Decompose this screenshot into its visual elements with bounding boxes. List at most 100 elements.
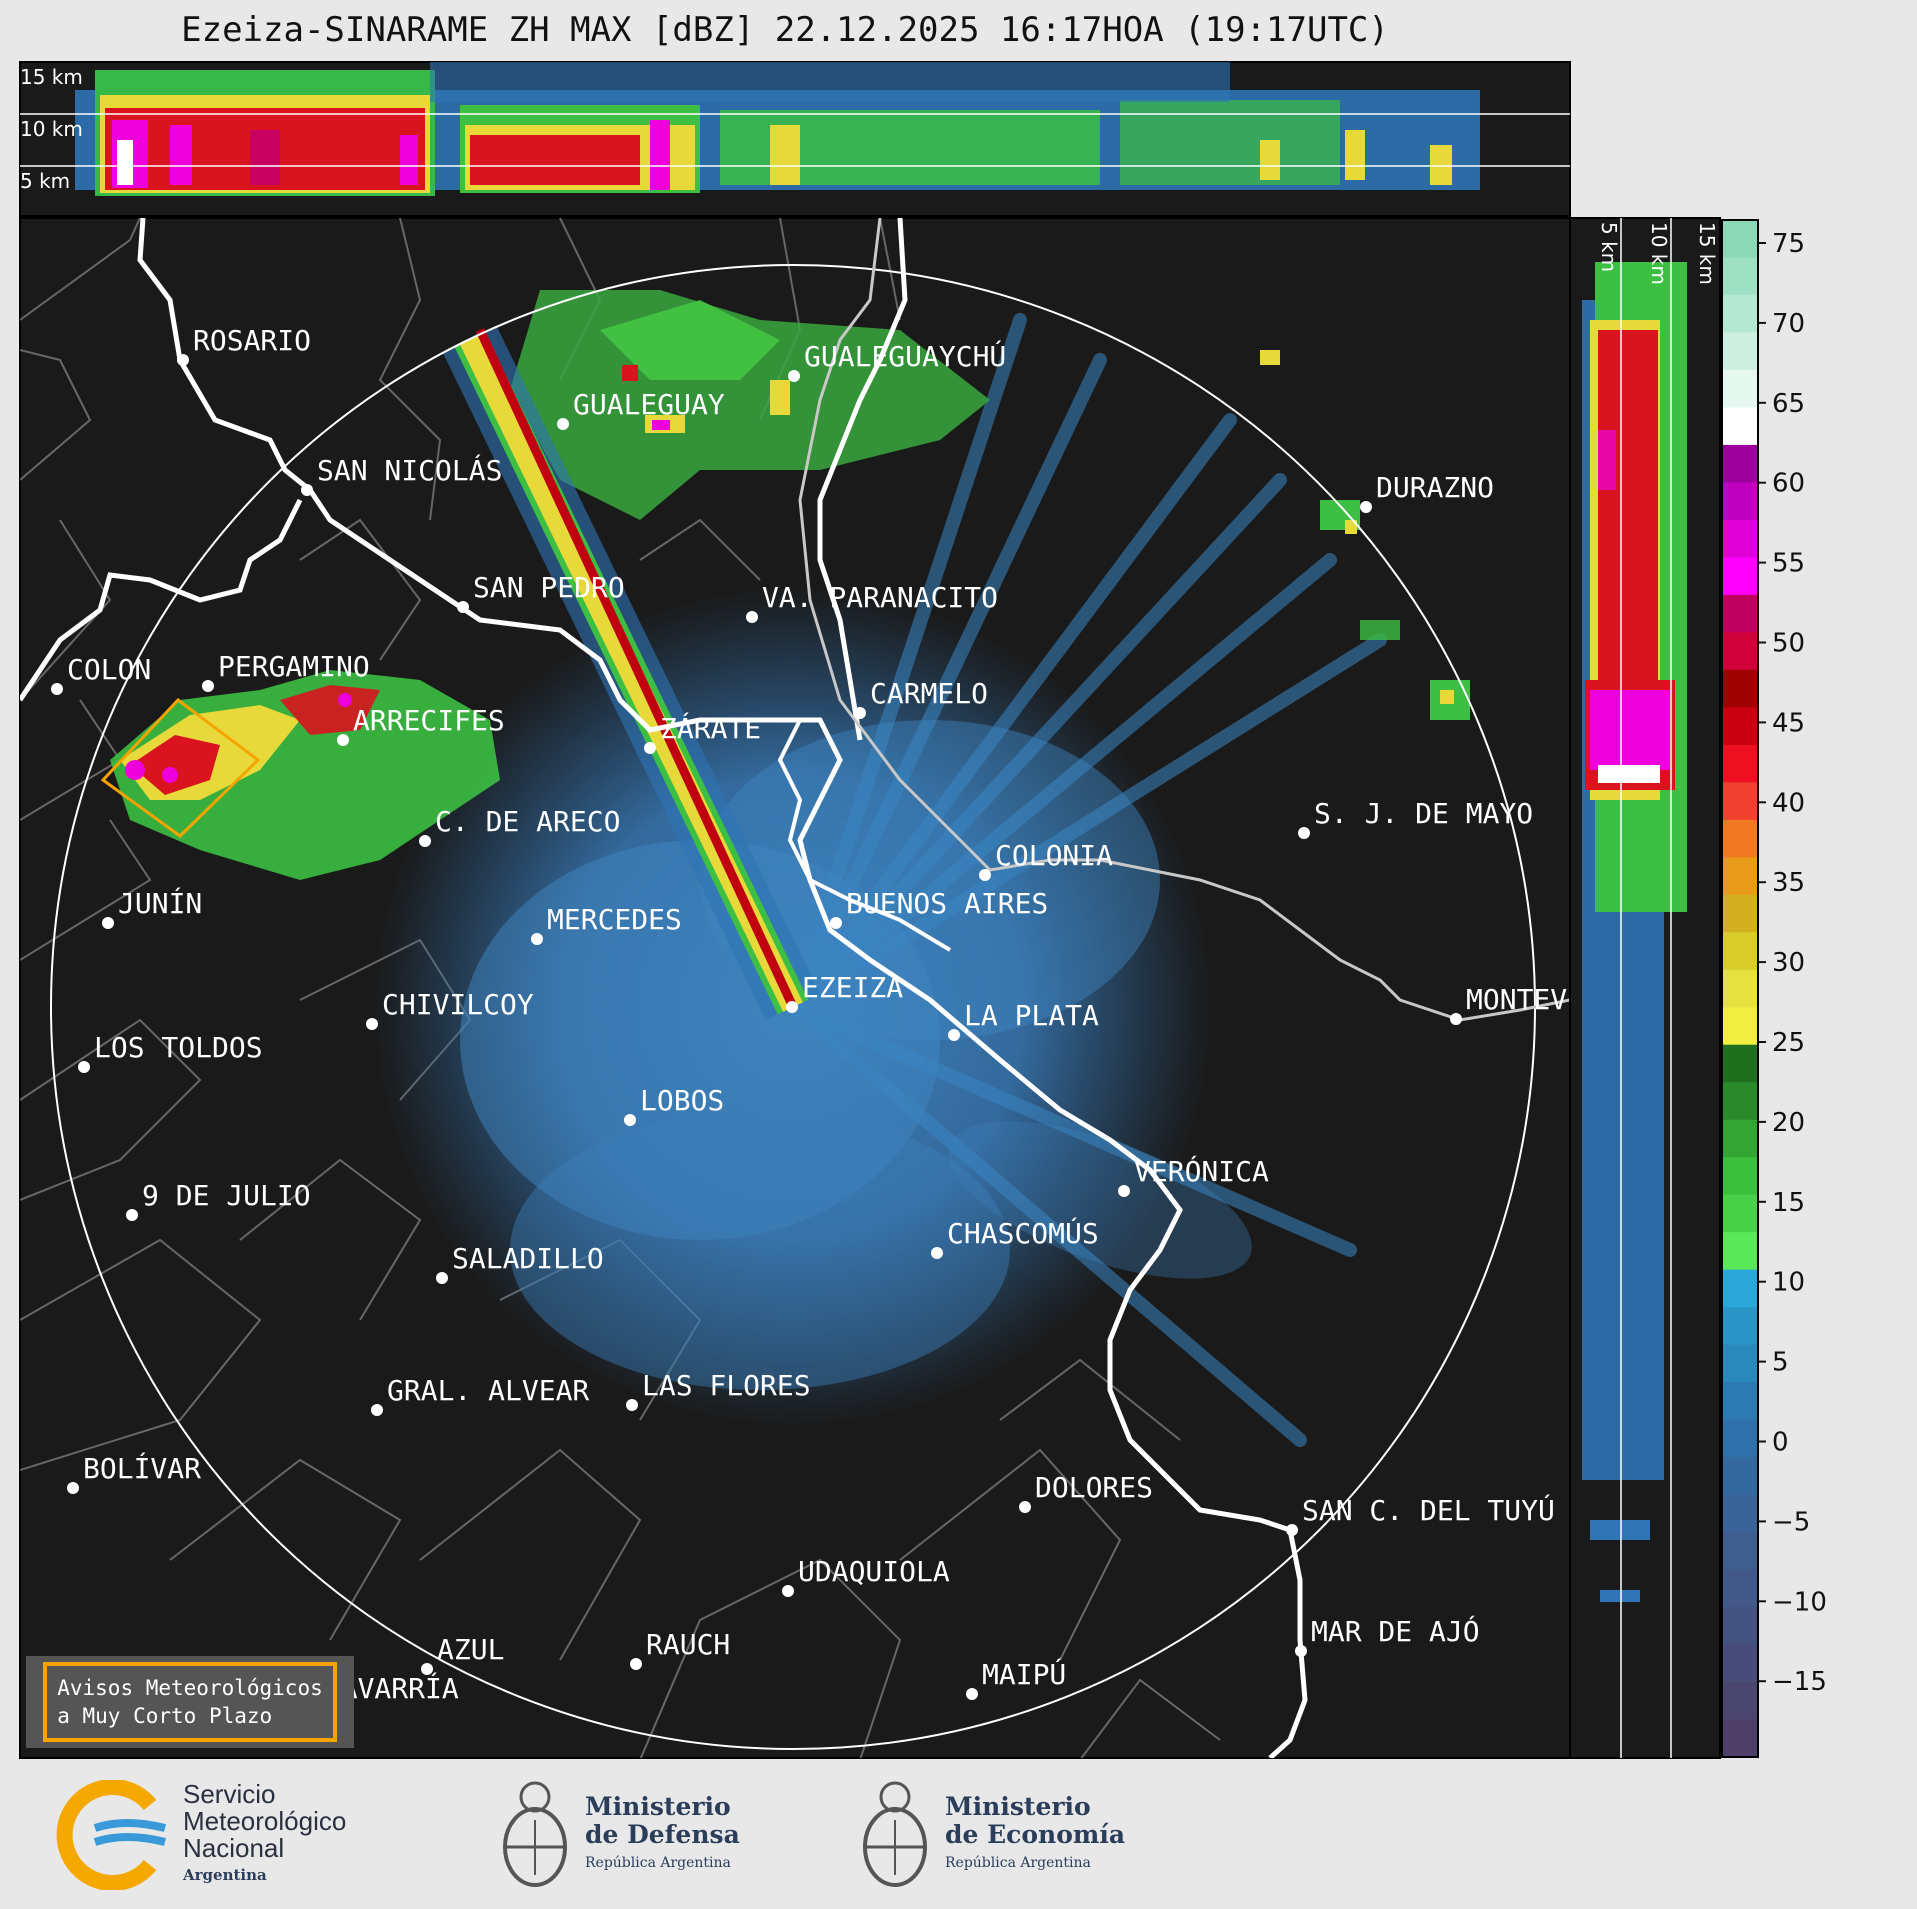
city-dot-icon: [854, 707, 866, 719]
city-label: COLONIA: [995, 839, 1113, 872]
warning-box[interactable]: Avisos Meteorológicos a Muy Corto Plazo: [26, 1656, 354, 1748]
economia-line-2: de Economía: [945, 1820, 1126, 1849]
smn-line-3: Nacional: [183, 1833, 285, 1863]
city-dot-icon: [782, 1585, 794, 1597]
city-label: LOS TOLDOS: [94, 1031, 263, 1064]
side-height-label: 15 km: [1695, 222, 1719, 285]
city-dot-icon: [1118, 1185, 1130, 1197]
city-marker: LA PLATA: [948, 999, 1099, 1041]
city-dot-icon: [337, 734, 349, 746]
economia-line-3: República Argentina: [945, 1855, 1091, 1871]
colorbar-swatch: [1722, 1157, 1758, 1196]
colorbar-swatch: [1722, 557, 1758, 596]
colorbar-swatch: [1722, 1607, 1758, 1646]
colorbar-swatch: [1722, 444, 1758, 484]
city-marker: SAN PEDRO: [457, 571, 625, 613]
city-label: CHASCOMÚS: [947, 1216, 1099, 1250]
city-label: PERGAMINO: [218, 650, 370, 683]
smn-emblem-icon: [56, 1780, 166, 1890]
colorbar-tick-label: 5: [1772, 1348, 1789, 1378]
city-label: MONTEVIDEO: [1466, 983, 1635, 1016]
side-height-label: 10 km: [1647, 222, 1671, 285]
colorbar-swatch: [1722, 1344, 1758, 1384]
city-label: MAIPÚ: [982, 1657, 1066, 1691]
coat-of-arms-icon: [863, 1781, 927, 1887]
city-marker: ARRECIFES: [337, 704, 505, 746]
colorbar-swatch: [1722, 1457, 1758, 1496]
side-profile-height-labels: 5 km 10 km 15 km: [1597, 222, 1719, 285]
colorbar-swatch: [1722, 294, 1758, 334]
economia-logo: Ministerio de Economía República Argenti…: [855, 1775, 1125, 1895]
city-label: BUENOS AIRES: [846, 887, 1048, 920]
warning-line-1: Avisos Meteorológicos: [57, 1676, 323, 1700]
colorbar-swatch: [1722, 1082, 1758, 1121]
city-dot-icon: [457, 601, 469, 613]
city-label: ARRECIFES: [353, 704, 505, 737]
city-marker: CARMELO: [854, 677, 988, 719]
city-dot-icon: [102, 917, 114, 929]
coat-of-arms-icon: [503, 1781, 567, 1887]
city-dot-icon: [630, 1658, 642, 1670]
smn-line-1: Servicio: [183, 1779, 276, 1809]
chart-title: Ezeiza-SINARAME ZH MAX [dBZ] 22.12.2025 …: [181, 10, 1389, 50]
colorbar-swatch: [1722, 1569, 1758, 1609]
city-marker: CHIVILCOY: [366, 988, 534, 1030]
colorbar-tick-label: 15: [1772, 1188, 1805, 1218]
colorbar-swatch: [1722, 1007, 1758, 1046]
city-label: ROSARIO: [193, 324, 311, 357]
colorbar-swatch: [1722, 1307, 1758, 1346]
city-dot-icon: [786, 1001, 798, 1013]
colorbar-tick-label: 25: [1772, 1028, 1805, 1058]
city-dot-icon: [830, 917, 842, 929]
top-profile-height-labels: 15 km 10 km 5 km: [20, 65, 83, 193]
colorbar-tick-label: 30: [1772, 948, 1805, 978]
city-marker: COLON: [51, 653, 151, 695]
city-dot-icon: [626, 1399, 638, 1411]
warning-line-2: a Muy Corto Plazo: [57, 1704, 273, 1728]
city-marker: CHASCOMÚS: [931, 1216, 1099, 1259]
city-label: LOBOS: [640, 1084, 724, 1117]
colorbar-tick-label: 40: [1772, 788, 1805, 818]
city-dot-icon: [788, 370, 800, 382]
city-dot-icon: [531, 933, 543, 945]
city-label: GUALEGUAYCHÚ: [804, 339, 1006, 373]
city-dot-icon: [1360, 501, 1372, 513]
colorbar-swatch: [1722, 669, 1758, 709]
colorbar-swatch: [1722, 369, 1758, 409]
city-label: S. J. DE MAYO: [1314, 797, 1533, 830]
colorbar-swatch: [1722, 1644, 1758, 1684]
colorbar-swatch: [1722, 519, 1758, 559]
city-marker: MONTEVIDEO: [1450, 983, 1635, 1025]
city-marker: EZEIZA: [786, 971, 903, 1013]
city-marker: MERCEDES: [531, 903, 682, 945]
city-dot-icon: [931, 1247, 943, 1259]
city-marker: PERGAMINO: [202, 650, 370, 692]
colorbar-tick-label: 50: [1772, 629, 1805, 659]
city-marker: GUALEGUAYCHÚ: [788, 339, 1006, 382]
colorbar-tick-label: 60: [1772, 469, 1805, 499]
city-dot-icon: [371, 1404, 383, 1416]
city-marker: 9 DE JULIO: [126, 1179, 311, 1221]
colorbar-swatch: [1722, 969, 1758, 1009]
city-marker: DOLORES: [1019, 1471, 1153, 1513]
city-marker: LAS FLORES: [626, 1369, 811, 1411]
city-label: JUNÍN: [118, 886, 202, 920]
city-label: EZEIZA: [802, 971, 903, 1004]
city-marker: COLONIA: [979, 839, 1113, 881]
city-dot-icon: [1450, 1013, 1462, 1025]
city-dot-icon: [557, 418, 569, 430]
city-dot-icon: [436, 1272, 448, 1284]
colorbar-tick-label: −5: [1772, 1507, 1810, 1537]
city-dot-icon: [746, 611, 758, 623]
smn-line-2: Meteorológico: [183, 1806, 347, 1836]
colorbar-tick-label: 45: [1772, 708, 1805, 738]
defensa-logo: Ministerio de Defensa República Argentin…: [495, 1775, 740, 1895]
city-dot-icon: [126, 1209, 138, 1221]
side-height-profile: 5 km 10 km 15 km: [1569, 217, 1721, 1759]
city-marker: S. J. DE MAYO: [1298, 797, 1533, 839]
economia-line-1: Ministerio: [945, 1792, 1091, 1821]
colorbar-swatch: [1722, 782, 1758, 821]
colorbar-swatch: [1722, 1232, 1758, 1271]
defensa-line-2: de Defensa: [585, 1820, 740, 1849]
side-height-label: 5 km: [1597, 222, 1621, 272]
